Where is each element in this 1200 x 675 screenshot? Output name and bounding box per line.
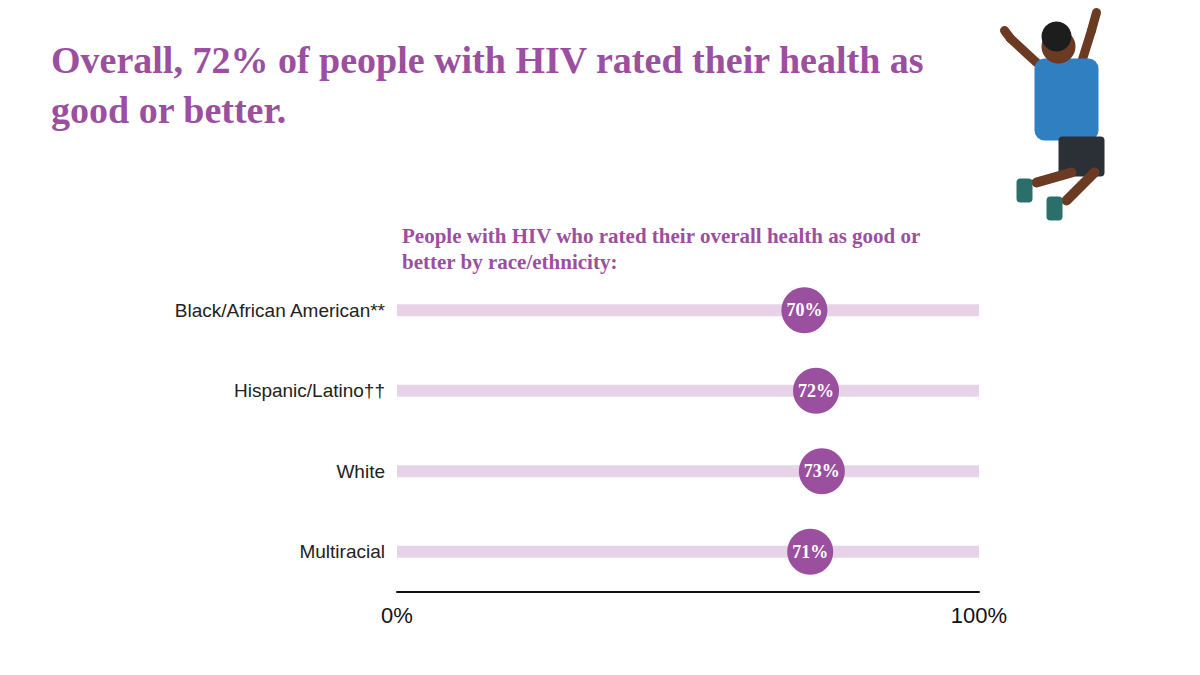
svg-text:Overall, 72% of people with HI: Overall, 72% of people with HIV rated th… [51, 39, 933, 81]
svg-text:good or better.: good or better. [51, 89, 286, 131]
svg-text:100%: 100% [951, 603, 1007, 628]
svg-text:72%: 72% [798, 381, 834, 401]
svg-text:White: White [336, 461, 385, 482]
svg-text:Hispanic/Latino††: Hispanic/Latino†† [234, 380, 385, 401]
svg-text:Black/African American**: Black/African American** [175, 300, 386, 321]
svg-text:0%: 0% [381, 603, 413, 628]
svg-text:73%: 73% [804, 461, 840, 481]
svg-text:71%: 71% [792, 542, 828, 562]
svg-text:better by race/ethnicity:: better by race/ethnicity: [402, 250, 617, 274]
svg-text:70%: 70% [786, 300, 822, 320]
svg-text:Multiracial: Multiracial [299, 541, 385, 562]
svg-text:People with HIV who rated thei: People with HIV who rated their overall … [402, 224, 925, 248]
